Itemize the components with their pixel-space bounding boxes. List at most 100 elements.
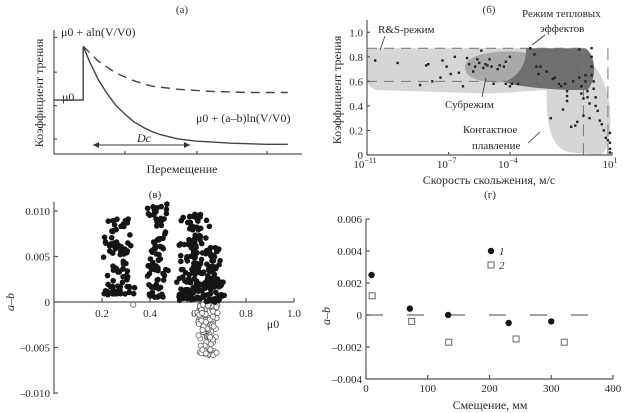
filled-point [109,228,116,235]
data-point [441,59,444,62]
data-point [545,70,548,73]
data-point [578,48,581,51]
filled-point [184,258,191,264]
filled-point [160,270,166,277]
series-dashed [82,45,288,94]
y-tick-label: –0.010 [19,388,51,400]
y-tick-label: –0.002 [331,342,362,354]
data-point [586,89,589,93]
data-point [373,59,377,62]
series-2-point [368,292,376,300]
region-label-melt-2: плавление [472,140,520,152]
filled-point [146,270,153,277]
data-point [535,65,538,68]
x-tick-label: 0 [363,383,369,395]
data-point [590,47,593,50]
series-1-point [406,305,414,312]
y-tick-label: 0.004 [337,246,362,258]
filled-point [178,258,184,265]
panel-a-title: (а) [176,4,189,16]
data-point [510,82,514,86]
filled-point [154,218,160,225]
filled-point [186,225,193,232]
filled-point [162,231,168,237]
panel-d-xlabel: Смещение, мм [453,398,528,412]
x-tick-label: 0.4 [143,308,157,320]
filled-point [189,296,196,303]
data-point [592,87,595,90]
filled-point [106,248,113,254]
filled-point [203,235,209,241]
data-point [565,89,569,93]
data-point [502,65,505,68]
data-point [580,92,583,95]
data-point [496,67,499,71]
data-point [561,108,565,111]
data-point [559,85,563,88]
panel-b-ylabel: Коэффициент трения [330,35,344,144]
filled-point [194,215,200,222]
filled-point [184,254,190,260]
filled-point [115,242,122,249]
data-point [569,125,573,128]
filled-point [209,257,215,264]
filled-point [145,263,152,269]
data-point [537,72,540,76]
x-tick-label: 200 [481,383,498,395]
filled-point [212,289,219,296]
filled-point [203,298,210,305]
filled-point [178,217,185,224]
y-tick-label: –0.005 [19,343,51,355]
filled-point [200,294,207,300]
data-point [476,58,479,61]
filled-point [194,249,200,256]
data-point [590,55,593,59]
legend-marker-1 [487,247,495,255]
data-point [453,55,456,59]
filled-point [102,239,109,245]
x-tick-label: 100 [420,383,437,395]
filled-point [160,235,166,242]
filled-point [157,284,164,291]
data-point [516,82,520,86]
data-point [582,97,585,100]
filled-point [125,240,131,246]
filled-point [194,224,200,231]
data-point [488,58,491,61]
y-tick-label: 0 [358,150,364,162]
data-point [588,116,591,120]
data-point [565,99,569,103]
y-tick-label: 0.8 [349,52,363,64]
open-point [199,309,206,316]
data-point [590,65,593,68]
data-point [574,124,577,127]
filled-point [110,217,116,224]
panel-b-title: (б) [483,4,496,16]
filled-point [163,206,170,213]
legend-marker-2 [487,261,495,269]
filled-point [214,277,221,284]
filled-point [104,272,111,279]
open-point [207,334,214,341]
series-2-point [408,317,416,325]
filled-point [184,219,191,226]
series-1-point [548,318,555,325]
filled-point [131,284,138,291]
data-point [504,82,508,86]
filled-point [110,277,116,284]
open-point [207,346,214,353]
filled-point [153,223,160,229]
filled-point [192,211,198,218]
data-point [598,119,601,122]
y-tick-label: 0.002 [337,278,362,290]
open-point [198,317,205,324]
filled-point [153,251,160,257]
filled-point [100,254,107,260]
y-tick-label: 0.005 [25,252,50,264]
filled-point [184,286,191,293]
filled-point [124,283,131,290]
filled-point [105,218,112,224]
data-point [572,80,575,83]
data-point [492,82,495,86]
